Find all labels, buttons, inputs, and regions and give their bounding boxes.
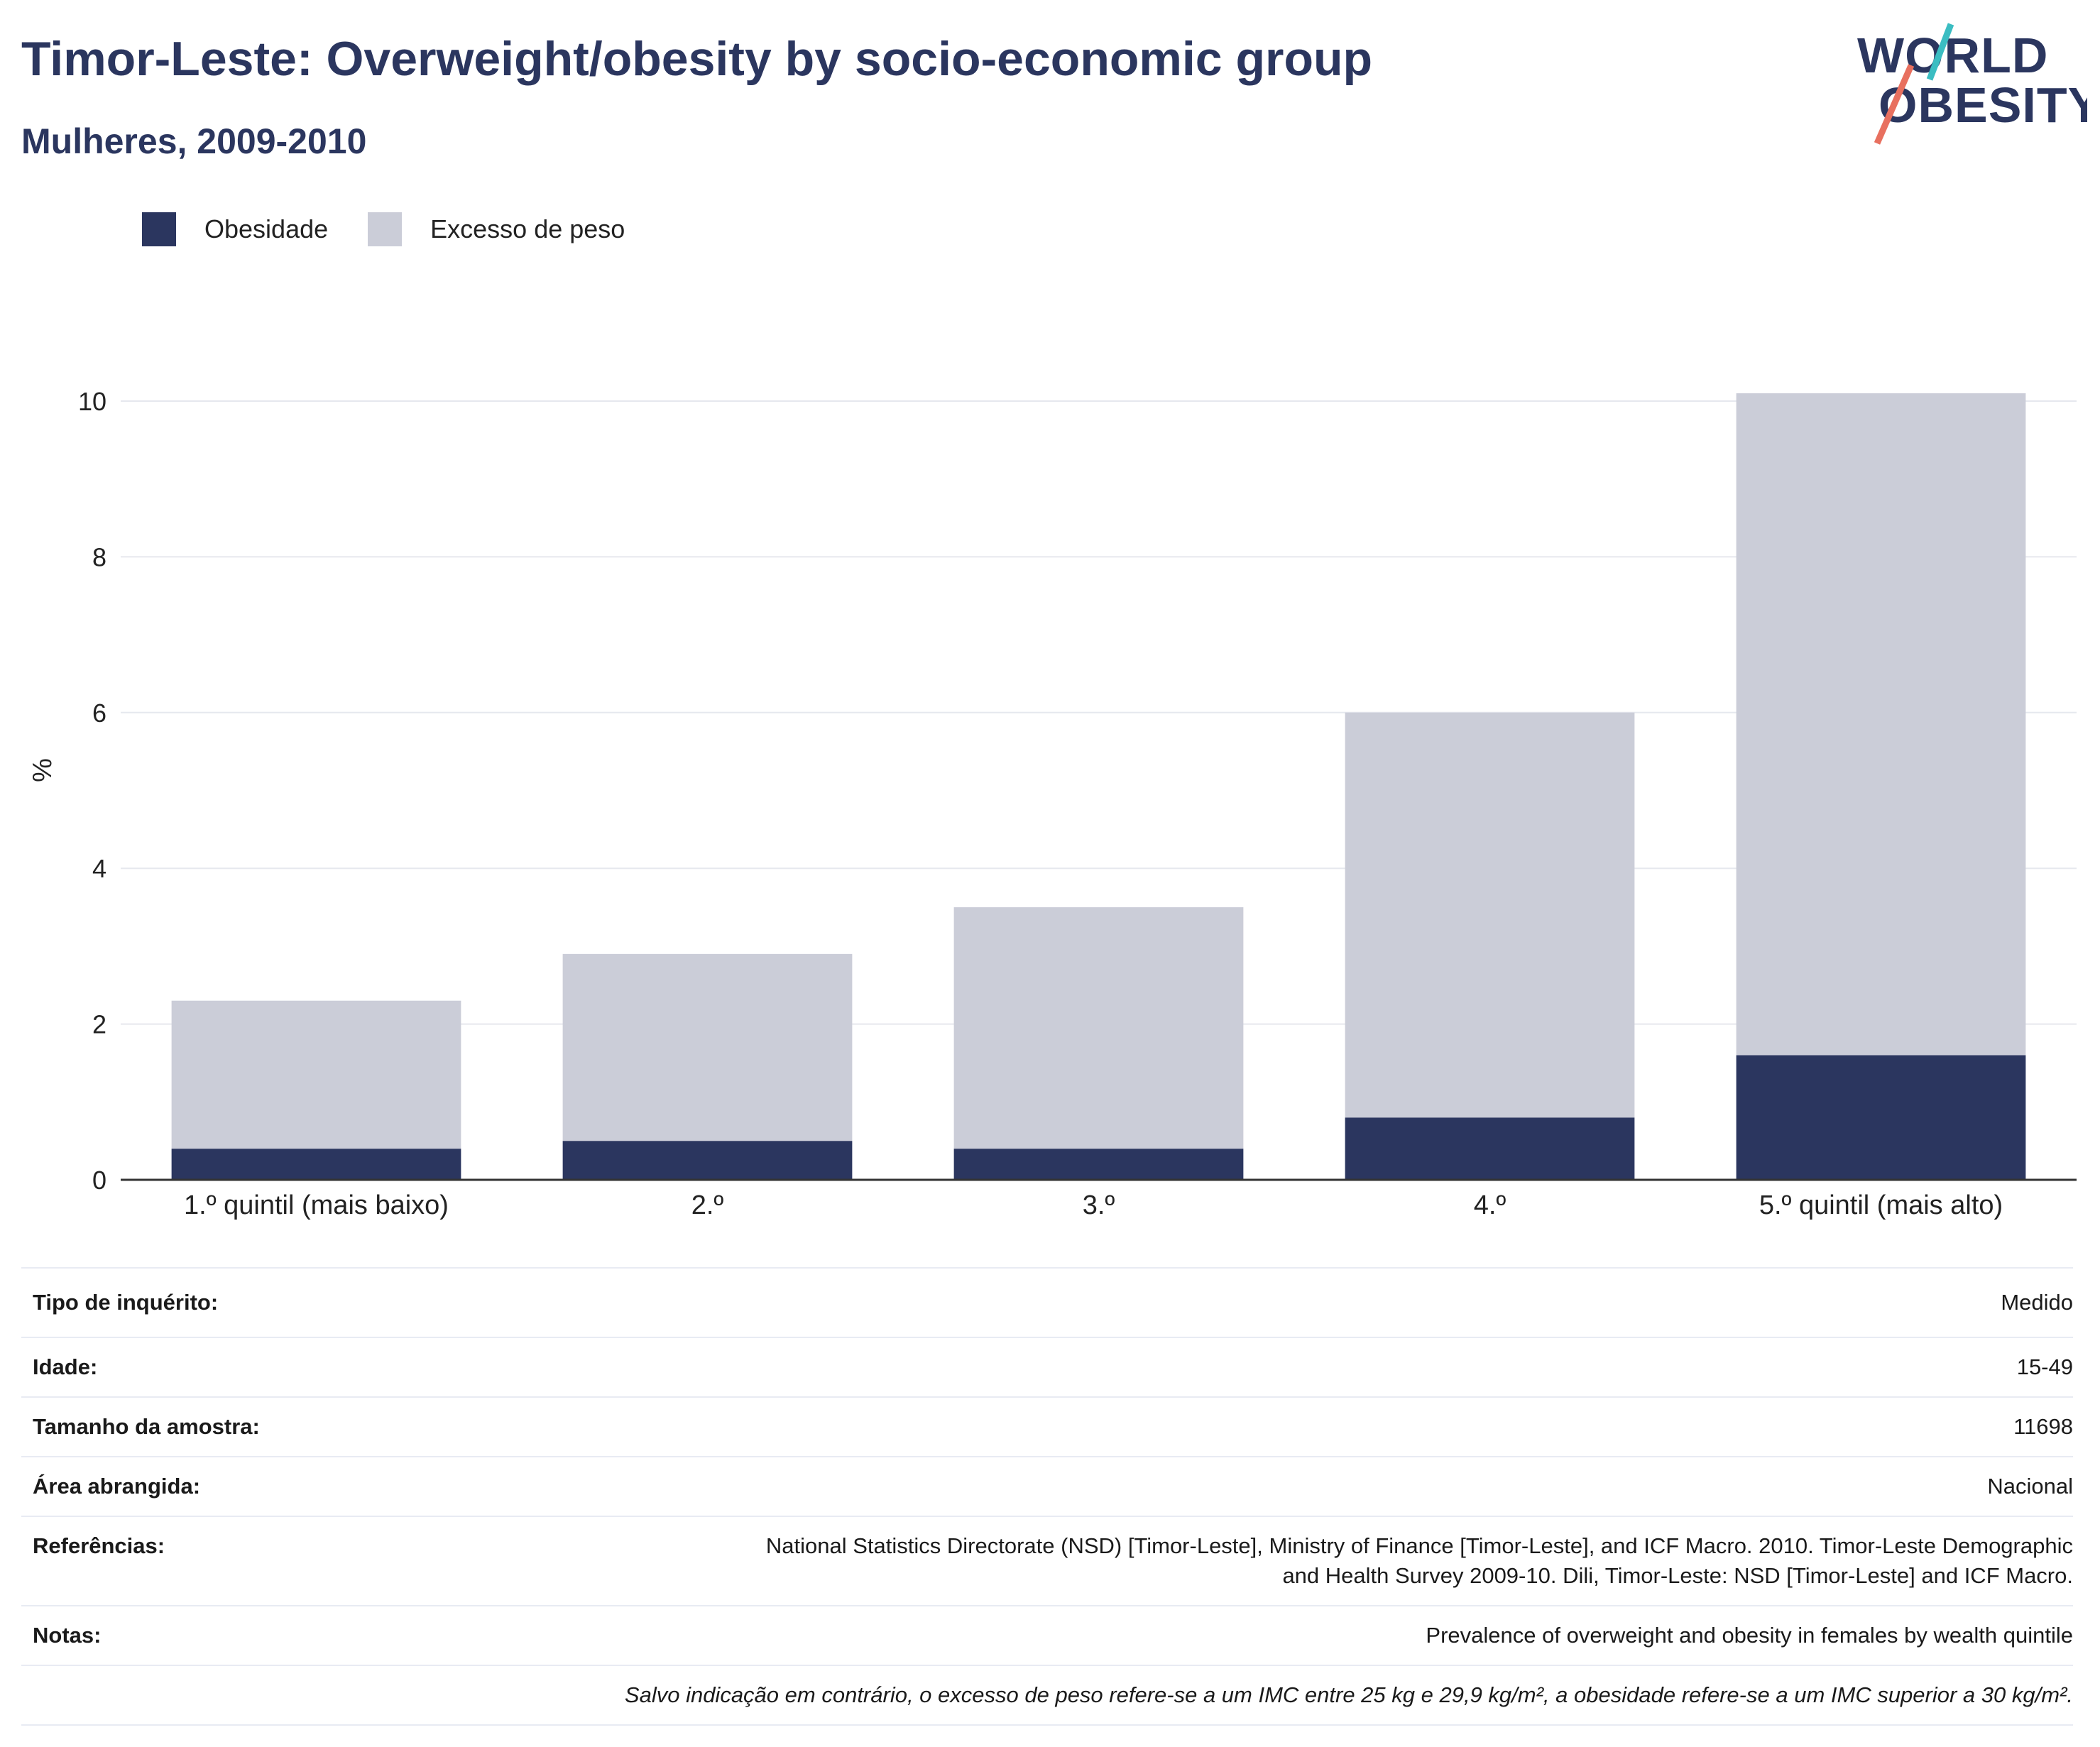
info-row-survey-type: Tipo de inquérito: Medido <box>21 1267 2073 1337</box>
info-row-footnote: Salvo indicação em contrário, o excesso … <box>21 1665 2073 1726</box>
bar-obesidade <box>1345 1117 1635 1180</box>
info-row-age: Idade: 15-49 <box>21 1337 2073 1396</box>
bar-obesidade <box>953 1149 1244 1180</box>
logo-text-world: WORLD <box>1857 28 2048 83</box>
bar-obesidade <box>171 1149 461 1180</box>
chart-subtitle: Mulheres, 2009-2010 <box>21 121 367 161</box>
info-label: Tipo de inquérito: <box>33 1290 219 1315</box>
x-tick-label: 3.º <box>1083 1190 1115 1220</box>
info-value: 11698 <box>2013 1414 2073 1439</box>
x-tick-label: 1.º quintil (mais baixo) <box>184 1190 449 1220</box>
legend-swatch-excesso-de-peso <box>368 212 403 246</box>
footnote: Salvo indicação em contrário, o excesso … <box>624 1682 2073 1707</box>
x-tick-label: 4.º <box>1474 1190 1506 1220</box>
info-value: National Statistics Directorate (NSD) [T… <box>766 1531 2073 1591</box>
legend-item-obesidade[interactable]: Obesidade <box>142 212 328 246</box>
info-label: Tamanho da amostra: <box>33 1414 260 1439</box>
bar-obesidade <box>1736 1055 2026 1180</box>
legend-label-obesidade: Obesidade <box>204 214 329 243</box>
logo-slash-coral <box>1874 64 1915 145</box>
stacked-bar-chart: 0 2 4 6 8 10% 1.º quintil (mais baixo) 2.º 3.º 4.… <box>28 387 2077 1220</box>
info-value: 15-49 <box>2016 1354 2073 1379</box>
info-label: Referências: <box>33 1533 165 1558</box>
reference-line-1: National Statistics Directorate (NSD) [T… <box>765 1533 2073 1558</box>
info-row-area: Área abrangida: Nacional <box>21 1456 2073 1516</box>
info-value: Nacional <box>1987 1474 2073 1499</box>
info-row-sample-size: Tamanho da amostra: 11698 <box>21 1396 2073 1456</box>
bar-excesso-de-peso <box>1345 712 1635 1118</box>
y-axis-label: % <box>28 758 58 782</box>
x-tick-label: 2.º <box>691 1190 724 1220</box>
y-tick-label: 0 <box>92 1166 106 1195</box>
legend-swatch-obesidade <box>142 212 176 246</box>
chart-title: Timor-Leste: Overweight/obesity by socio… <box>21 32 1373 86</box>
bar-excesso-de-peso <box>1736 393 2026 1056</box>
logo-slash-teal <box>1926 23 1954 81</box>
y-tick-label: 8 <box>92 542 106 571</box>
y-tick-label: 2 <box>92 1010 106 1039</box>
info-value: Medido <box>2001 1290 2073 1315</box>
info-row-notes: Notas: Prevalence of overweight and obes… <box>21 1605 2073 1665</box>
logo-text-obesity: OBESITY <box>1878 77 2087 133</box>
legend-item-excesso-de-peso[interactable]: Excesso de peso <box>368 212 625 246</box>
y-tick-label: 10 <box>78 387 106 416</box>
chart-legend: Obesidade Excesso de peso <box>142 212 665 247</box>
world-obesity-logo: WORLD OBESITY <box>1857 23 2087 145</box>
bar-excesso-de-peso <box>171 1000 461 1149</box>
info-label: Área abrangida: <box>33 1474 201 1499</box>
x-tick-label: 5.º quintil (mais alto) <box>1759 1190 2003 1220</box>
info-label: Idade: <box>33 1354 98 1379</box>
info-row-references: Referências: National Statistics Directo… <box>21 1516 2073 1605</box>
bar-excesso-de-peso <box>562 953 853 1141</box>
y-tick-label: 4 <box>92 854 106 883</box>
bar-obesidade <box>562 1141 853 1180</box>
y-tick-label: 6 <box>92 699 106 728</box>
bar-excesso-de-peso <box>953 907 1244 1149</box>
legend-label-excesso-de-peso: Excesso de peso <box>430 214 625 243</box>
reference-line-2: and Health Survey 2009-10. Dili, Timor-L… <box>1282 1563 2073 1588</box>
info-label: Notas: <box>33 1623 102 1648</box>
info-value: Prevalence of overweight and obesity in … <box>1426 1623 2073 1648</box>
survey-info-table: Tipo de inquérito: Medido Idade: 15-49 T… <box>21 1267 2073 1726</box>
